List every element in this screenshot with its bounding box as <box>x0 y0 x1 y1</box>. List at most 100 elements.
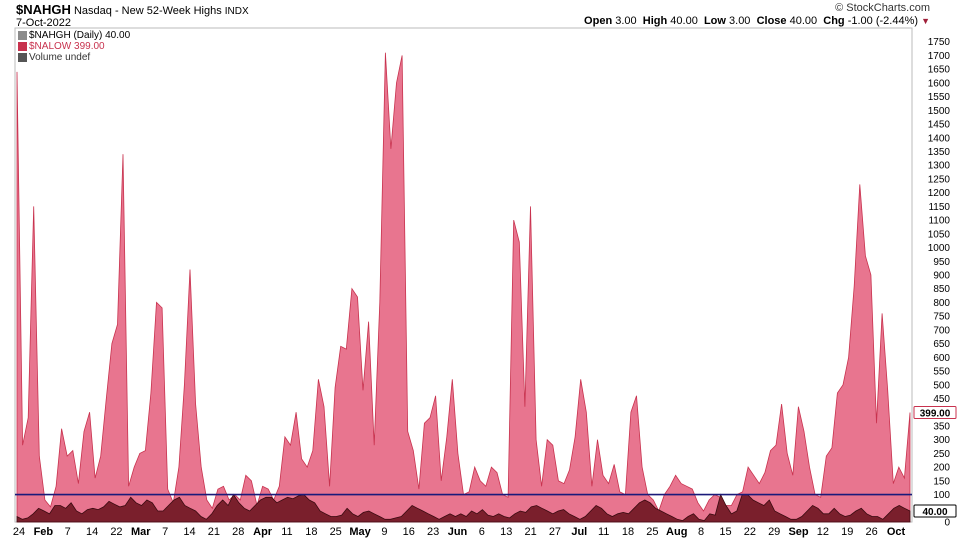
x-tick-label: 18 <box>305 526 317 538</box>
y-tick-label: 250 <box>933 449 950 460</box>
x-tick-label: Oct <box>887 526 906 538</box>
y-tick-label: 1700 <box>928 51 951 62</box>
x-tick-label: 14 <box>183 526 195 538</box>
x-tick-label: 11 <box>281 526 292 538</box>
high-label: High <box>642 15 668 27</box>
close-label: Close <box>756 15 787 27</box>
open-value: 3.00 <box>615 15 637 27</box>
y-tick-label: 350 <box>933 421 950 432</box>
y-tick-label: 100 <box>933 490 950 501</box>
x-tick-label: 28 <box>232 526 244 538</box>
x-tick-label: 15 <box>719 526 731 538</box>
legend-item-nalow: $NALOW 399.00 <box>18 41 130 52</box>
x-tick-label: 24 <box>13 526 25 538</box>
x-tick-label: 22 <box>744 526 756 538</box>
down-triangle-icon: ▼ <box>921 16 930 26</box>
y-tick-label: 200 <box>933 463 950 474</box>
low-label: Low <box>703 15 726 27</box>
y-tick-label: 850 <box>933 284 950 295</box>
legend-swatch-icon <box>18 53 27 62</box>
y-tick-label: 1750 <box>928 37 951 48</box>
y-tick-label: 300 <box>933 435 950 446</box>
y-tick-label: 1300 <box>928 161 951 172</box>
x-tick-label: 8 <box>698 526 704 538</box>
legend-swatch-icon <box>18 31 27 40</box>
y-tick-label: 1100 <box>928 216 950 227</box>
x-tick-label: 21 <box>524 526 536 538</box>
x-axis: 24 Feb 7 14 22 Mar 7 14 21 28 Apr 11 18 25 May 9 16 23 Jun… <box>13 526 906 538</box>
y-tick-label: 150 <box>933 476 950 487</box>
x-tick-label: 7 <box>162 526 168 538</box>
y-tick-label: 1450 <box>928 120 951 131</box>
last-value-nahgh-label: 40.00 <box>922 507 947 518</box>
y-tick-label: 0 <box>944 518 950 529</box>
open-label: Open <box>584 15 613 27</box>
x-tick-label: 23 <box>427 526 439 538</box>
x-tick-label: 25 <box>646 526 658 538</box>
last-value-nahgh-box <box>913 504 957 518</box>
y-tick-label: 1250 <box>928 174 951 185</box>
legend-text-nalow: $NALOW 399.00 <box>29 41 105 52</box>
y-tick-label: 1650 <box>928 65 951 76</box>
y-tick-label: 1150 <box>928 202 950 213</box>
x-tick-label: 7 <box>65 526 71 538</box>
high-value: 40.00 <box>670 15 698 27</box>
legend-item-volume: Volume undef <box>18 52 130 63</box>
chart-date: 7-Oct-2022 <box>16 17 72 29</box>
x-tick-label: 14 <box>86 526 98 538</box>
x-tick-label: Apr <box>253 526 273 538</box>
y-tick-label: 1550 <box>928 92 951 103</box>
y-tick-label: 450 <box>933 394 950 405</box>
series-area-nalow <box>16 52 911 523</box>
series-area-nahgh <box>16 493 911 523</box>
legend-item-nahgh: $NAHGH (Daily) 40.00 <box>18 30 130 41</box>
brand-watermark: © StockCharts.com <box>835 2 930 14</box>
x-tick-label: 22 <box>110 526 122 538</box>
y-tick-label: 900 <box>933 271 950 282</box>
low-value: 3.00 <box>729 15 751 27</box>
x-tick-label: Mar <box>131 526 151 538</box>
last-value-nalow-box <box>913 405 957 419</box>
x-tick-label: 18 <box>622 526 634 538</box>
x-tick-label: Aug <box>666 526 687 538</box>
exchange: INDX <box>224 6 249 17</box>
y-tick-label: 1200 <box>928 188 951 199</box>
y-tick-label: 650 <box>933 339 950 350</box>
x-tick-label: 27 <box>549 526 561 538</box>
x-tick-label: Jun <box>448 526 468 538</box>
y-tick-label: 550 <box>933 367 950 378</box>
y-tick-label: 950 <box>933 257 950 268</box>
close-value: 40.00 <box>789 15 818 27</box>
legend-swatch-icon <box>18 42 27 51</box>
y-tick-label: 500 <box>933 380 950 391</box>
x-tick-label: Sep <box>788 526 808 538</box>
y-tick-label: 700 <box>933 325 950 336</box>
description: Nasdaq - New 52-Week Highs <box>73 5 222 17</box>
y-tick-label: 800 <box>933 298 950 309</box>
x-tick-label: 13 <box>500 526 512 538</box>
y-tick-label: 1400 <box>928 133 951 144</box>
x-tick-label: 29 <box>768 526 780 538</box>
x-tick-label: 9 <box>381 526 387 538</box>
y-axis: 0501001502002503003504004505005506006507… <box>928 37 951 528</box>
last-value-nalow-label: 399.00 <box>920 408 951 419</box>
x-tick-label: Jul <box>571 526 587 538</box>
x-tick-label: 25 <box>330 526 342 538</box>
legend: $NAHGH (Daily) 40.00 $NALOW 399.00 Volum… <box>18 30 130 63</box>
ohlc-readout: Open 3.00 High 40.00 Low 3.00 Close 40.0… <box>584 15 930 27</box>
series-areas <box>15 52 912 523</box>
chg-label: Chg <box>823 15 845 27</box>
x-tick-label: 16 <box>403 526 415 538</box>
x-tick-label: Feb <box>34 526 54 538</box>
x-tick-label: 19 <box>841 526 853 538</box>
y-tick-label: 1500 <box>928 106 951 117</box>
y-tick-label: 1600 <box>928 78 951 89</box>
chart-header: $NAHGH Nasdaq - New 52-Week Highs INDX 7… <box>16 2 249 29</box>
legend-text-volume: Volume undef <box>29 52 91 63</box>
chg-value: -1.00 (-2.44%) <box>847 15 919 27</box>
x-tick-label: 12 <box>817 526 829 538</box>
legend-text-nahgh: $NAHGH (Daily) 40.00 <box>29 30 131 41</box>
x-tick-label: 21 <box>208 526 220 538</box>
x-tick-label: 6 <box>479 526 485 538</box>
